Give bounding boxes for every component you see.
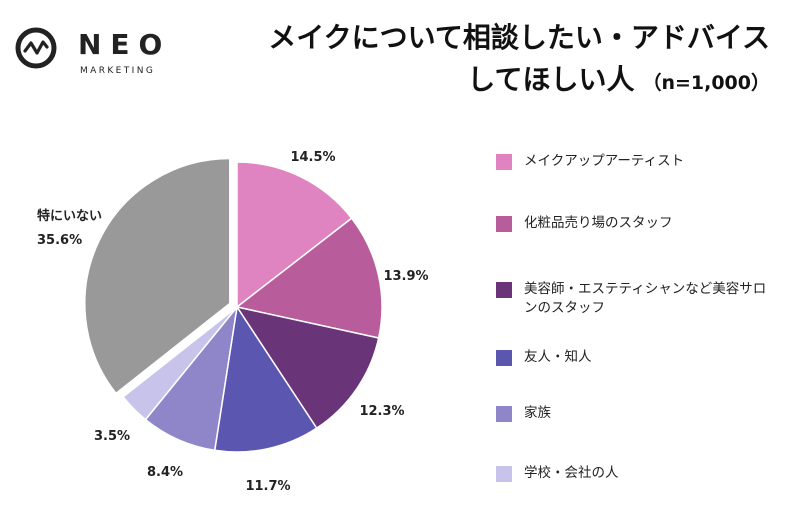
chart-title-line2: してほしい人 （n=1,000）: [170, 58, 770, 105]
legend-swatch: [496, 466, 512, 482]
pie-slice-4: [213, 304, 318, 453]
chart-title-line2-text: してほしい人: [467, 63, 635, 96]
legend-label: 美容師・エステティシャンなど美容サロンのスタッフ: [524, 281, 767, 316]
slice-category-label: 特にいない: [37, 208, 102, 224]
legend-swatch: [496, 216, 512, 232]
slice-value-label: 35.6%: [37, 233, 82, 248]
slice-label-6: 3.5%: [94, 429, 130, 444]
chart-title: メイクについて相談したい・アドバイス してほしい人 （n=1,000）: [170, 18, 770, 105]
brand-name: NEO: [78, 28, 172, 61]
legend-item: 学校・会社の人: [496, 464, 774, 483]
sample-size: （n=1,000）: [642, 72, 770, 94]
legend-item: 化粧品売り場のスタッフ: [496, 214, 774, 233]
legend-item: 友人・知人: [496, 348, 774, 367]
slice-label-2: 13.9%: [383, 269, 428, 284]
legend-swatch: [496, 406, 512, 422]
legend-item: メイクアップアーティスト: [496, 152, 774, 171]
chart-title-line1: メイクについて相談したい・アドバイス: [268, 21, 770, 54]
slice-label-1: 14.5%: [290, 150, 335, 165]
pie-slice-2: [235, 217, 383, 339]
legend-label: 家族: [524, 405, 551, 421]
slice-label-3: 12.3%: [359, 404, 404, 419]
brand-sub: MARKETING: [80, 66, 156, 76]
slice-label-7: 特にいない 35.6%: [37, 208, 102, 248]
legend-label: 友人・知人: [524, 349, 592, 365]
legend-item: 家族: [496, 404, 774, 423]
slice-label-5: 8.4%: [147, 465, 183, 480]
legend-label: メイクアップアーティスト: [524, 153, 685, 169]
slice-label-4: 11.7%: [245, 479, 290, 494]
pulse-circle-icon: [15, 27, 57, 69]
legend-swatch: [496, 350, 512, 366]
pie-slice-1: [236, 161, 353, 309]
legend-item: 美容師・エステティシャンなど美容サロンのスタッフ: [496, 280, 774, 318]
pie-slice-7: [84, 157, 231, 395]
brand-logo: NEO MARKETING: [14, 18, 164, 80]
legend-label: 化粧品売り場のスタッフ: [524, 215, 673, 231]
legend-label: 学校・会社の人: [524, 465, 619, 481]
pie-slice-6: [122, 306, 238, 421]
pie-slice-3: [235, 305, 380, 430]
legend-swatch: [496, 282, 512, 298]
legend-swatch: [496, 154, 512, 170]
